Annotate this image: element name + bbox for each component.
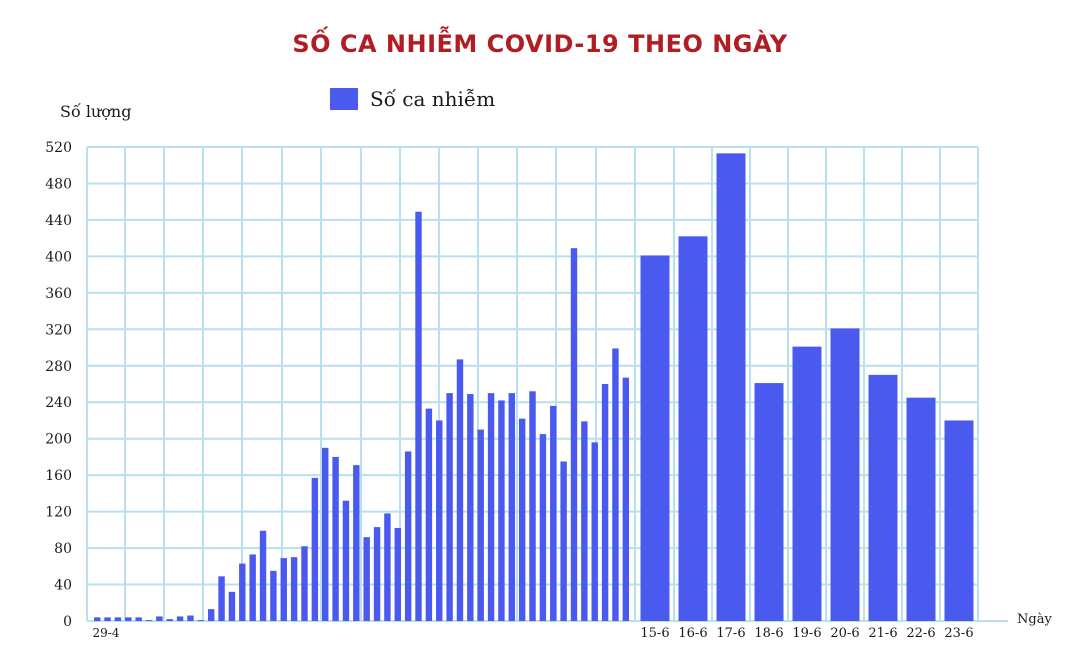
bar-daily — [207, 609, 215, 621]
bar-daily — [394, 528, 401, 621]
y-tick-label: 200 — [45, 432, 72, 448]
bar-daily — [415, 211, 422, 621]
bar-daily — [311, 477, 319, 621]
bar-daily — [270, 570, 277, 621]
bar-daily — [570, 248, 578, 621]
bar-daily — [249, 554, 256, 621]
bar-daily — [322, 447, 329, 621]
bar-daily — [591, 442, 598, 621]
bar-daily — [197, 620, 205, 621]
y-tick-label: 360 — [45, 286, 72, 302]
bar-daily — [301, 546, 308, 621]
bar — [792, 346, 822, 621]
y-tick-label: 400 — [45, 249, 72, 265]
y-tick-label: 120 — [45, 505, 72, 521]
chart-title: SỐ CA NHIỄM COVID-19 THEO NGÀY — [292, 30, 788, 58]
bar — [868, 374, 898, 621]
bar-daily — [508, 393, 516, 621]
bar-daily — [539, 434, 547, 621]
x-tick-label: 20-6 — [830, 626, 859, 641]
x-tick-label: 18-6 — [754, 626, 783, 641]
y-tick-label: 480 — [45, 176, 72, 192]
bar — [754, 383, 784, 621]
x-tick-label: 29-4 — [93, 626, 120, 640]
legend-swatch — [330, 88, 358, 110]
y-tick-label: 320 — [45, 322, 72, 338]
bar-daily — [404, 451, 412, 621]
x-tick-label: 16-6 — [678, 626, 707, 641]
bar-daily — [581, 421, 588, 621]
bar-daily — [93, 617, 101, 621]
bar-daily — [290, 557, 298, 621]
x-tick-label: 17-6 — [716, 626, 745, 641]
bar-daily — [353, 465, 360, 621]
bar-daily — [560, 461, 567, 621]
bar-daily — [384, 513, 391, 621]
y-tick-label: 520 — [45, 140, 72, 156]
bar-daily — [363, 537, 370, 621]
bar-daily — [529, 391, 536, 621]
bar-daily — [156, 616, 163, 621]
legend: Số ca nhiễm — [330, 87, 495, 111]
x-tick-label: 23-6 — [944, 626, 973, 641]
bar-daily — [166, 619, 173, 621]
bar-daily — [477, 429, 484, 621]
bar-daily — [145, 620, 153, 621]
y-tick-label: 440 — [45, 213, 72, 229]
y-tick-label: 240 — [45, 395, 72, 411]
x-axis-label: Ngày — [1017, 612, 1052, 627]
bar-daily — [467, 394, 474, 621]
bar-daily — [332, 456, 339, 621]
bar-daily — [125, 617, 132, 621]
bar-daily — [622, 377, 630, 621]
bar-daily — [135, 617, 142, 621]
bar-daily — [187, 615, 194, 621]
x-tick-label: 15-6 — [640, 626, 669, 641]
bar-daily — [425, 408, 433, 621]
x-tick-label: 22-6 — [906, 626, 935, 641]
y-tick-label: 280 — [45, 359, 72, 375]
bar — [678, 236, 708, 622]
bar-daily — [280, 558, 287, 621]
bar-daily — [104, 617, 111, 621]
bar — [830, 328, 860, 621]
bar-daily — [342, 500, 350, 621]
bar-daily — [239, 563, 246, 621]
bar — [716, 153, 746, 621]
y-tick-label: 0 — [63, 614, 72, 630]
bar-daily — [114, 617, 122, 621]
y-tick-label: 160 — [45, 468, 72, 484]
bar-daily — [218, 576, 225, 621]
y-tick-label: 80 — [54, 541, 72, 557]
bar-daily — [446, 393, 453, 621]
legend-label: Số ca nhiễm — [370, 87, 496, 111]
bar-daily — [176, 616, 184, 621]
bar-daily — [373, 527, 381, 621]
bar-daily — [550, 405, 557, 621]
bar-daily — [487, 393, 495, 621]
bar — [640, 255, 670, 621]
bar-daily — [518, 418, 526, 621]
x-tick-label: 19-6 — [792, 626, 821, 641]
bar-daily — [612, 348, 619, 621]
bar-daily — [601, 384, 609, 621]
x-tick-label: 21-6 — [868, 626, 897, 641]
bar-daily — [228, 591, 236, 621]
y-axis-label: Số lượng — [60, 102, 132, 121]
bar — [906, 397, 936, 621]
bar — [944, 420, 974, 621]
bar-daily — [436, 420, 443, 621]
y-tick-label: 40 — [54, 578, 72, 594]
bar-daily — [456, 359, 464, 621]
bar-daily — [259, 530, 267, 621]
bar-daily — [498, 400, 505, 621]
